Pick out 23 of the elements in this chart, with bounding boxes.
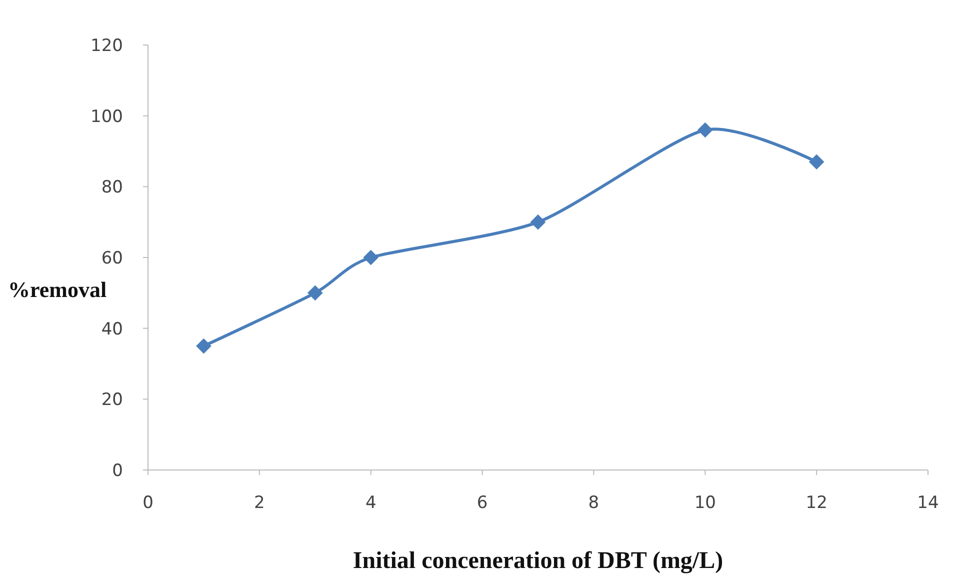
point — [530, 214, 546, 230]
x-tick-label: 10 — [694, 493, 716, 513]
point — [808, 154, 824, 170]
point — [697, 122, 713, 138]
x-tick-label: 12 — [806, 493, 828, 513]
x-tick-label: 2 — [254, 493, 265, 513]
x-tick-label: 14 — [917, 493, 939, 513]
y-tick-label: 20 — [101, 390, 123, 410]
y-tick-label: 100 — [90, 106, 123, 127]
y-tick-label: 120 — [90, 36, 123, 56]
point — [196, 338, 212, 354]
y-axis-title: %removal — [8, 277, 107, 302]
point — [363, 250, 379, 266]
x-tick-label: 6 — [476, 493, 488, 513]
x-tick-label: 8 — [588, 493, 600, 513]
point — [307, 285, 323, 301]
x-tick-label: 0 — [142, 493, 154, 513]
y-tick-label: 60 — [101, 248, 123, 268]
y-tick-label: 0 — [112, 460, 123, 481]
x-tick-label: 4 — [365, 493, 376, 513]
y-tick-label: 80 — [101, 178, 123, 198]
x-axis-title: Initial conceneration of DBT (mg/L) — [352, 548, 724, 574]
y-tick-label: 40 — [101, 319, 123, 340]
